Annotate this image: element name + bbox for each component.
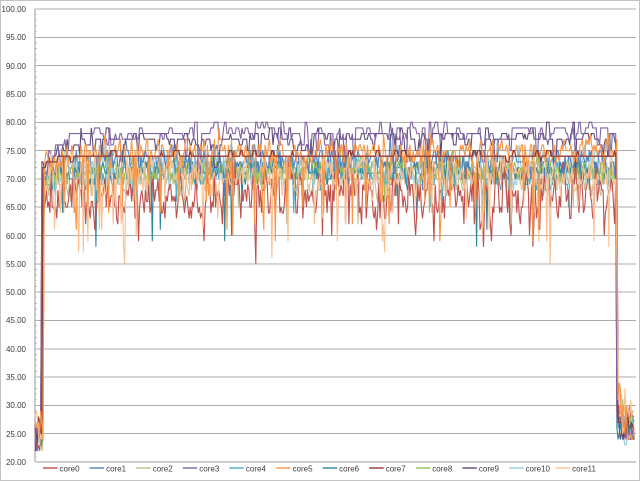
- svg-text:core6: core6: [339, 465, 360, 474]
- svg-text:core0: core0: [60, 465, 81, 474]
- svg-text:core4: core4: [246, 465, 267, 474]
- svg-text:core10: core10: [526, 465, 551, 474]
- svg-text:core8: core8: [432, 465, 453, 474]
- svg-text:core11: core11: [572, 465, 596, 474]
- svg-text:core7: core7: [386, 465, 407, 474]
- svg-text:core5: core5: [293, 465, 314, 474]
- svg-text:core1: core1: [106, 465, 127, 474]
- svg-text:core2: core2: [153, 465, 174, 474]
- svg-text:core3: core3: [199, 465, 220, 474]
- svg-text:core9: core9: [479, 465, 500, 474]
